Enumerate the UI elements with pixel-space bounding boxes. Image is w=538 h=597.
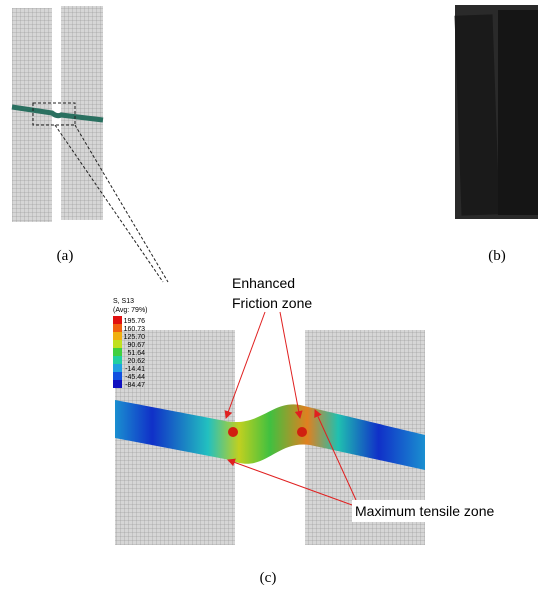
legend-swatch (113, 324, 122, 332)
hot-spot (228, 427, 238, 437)
arrow (280, 312, 300, 418)
legend-level: 125.70 (124, 334, 146, 341)
legend-level: 51.64 (127, 350, 145, 357)
page: {"panel_a": {"label": "(a)"}, "panel_b":… (0, 0, 538, 597)
strip (12, 8, 52, 222)
legend-subtitle: (Avg: 79%) (113, 307, 148, 314)
panel-label: (c) (260, 570, 277, 586)
photo-strip (455, 14, 500, 215)
panel-label: (b) (488, 248, 506, 264)
photo-strip (498, 10, 538, 215)
annotation: Enhanced (232, 275, 295, 291)
panel-a: (a) (12, 6, 168, 282)
panel-c: S, S13 (Avg: 79%) 195.76160.73125.7090.6… (113, 275, 538, 586)
legend-level: 90.67 (127, 342, 145, 349)
legend-level: -14.41 (125, 366, 145, 373)
legend-swatch (113, 364, 122, 372)
legend-swatch (113, 340, 122, 348)
legend-level: 195.76 (124, 318, 146, 325)
legend-swatch (113, 356, 122, 364)
legend-swatch (113, 372, 122, 380)
legend-level: 20.62 (127, 358, 145, 365)
figure: (a) (b) S, S13 (Avg: 79%) 195.76160.7312… (0, 0, 538, 597)
hot-spot (297, 427, 307, 437)
legend-swatch (113, 316, 122, 324)
panel-b: (b) (455, 5, 538, 264)
panel-label: (a) (57, 248, 74, 264)
legend-title: S, S13 (113, 298, 134, 305)
legend-levels: 195.76160.73125.7090.6751.6420.62-14.41-… (113, 316, 145, 389)
legend: S, S13 (Avg: 79%) 195.76160.73125.7090.6… (113, 298, 148, 389)
legend-swatch (113, 348, 122, 356)
legend-level: -45.44 (125, 374, 145, 381)
legend-swatch (113, 380, 122, 388)
legend-swatch (113, 332, 122, 340)
body: (a) (b) S, S13 (Avg: 79%) 195.76160.7312… (0, 0, 538, 597)
annotation: Maximum tensile zone (355, 503, 494, 519)
legend-level: -84.47 (125, 382, 145, 389)
strip (61, 6, 103, 220)
annotation: Friction zone (232, 295, 312, 311)
legend-level: 160.73 (124, 326, 146, 333)
